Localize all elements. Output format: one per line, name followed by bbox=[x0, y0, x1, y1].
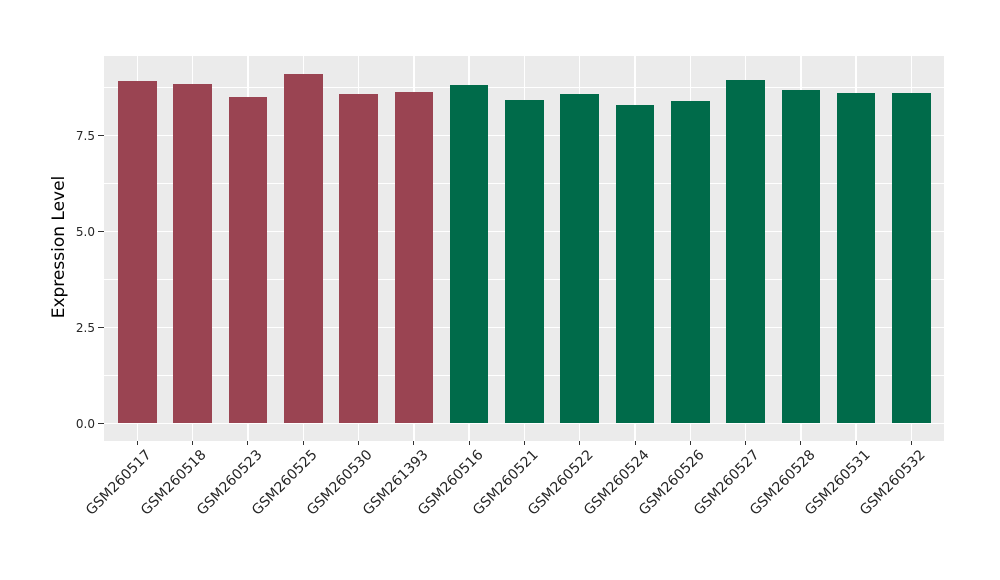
x-tick-mark bbox=[358, 441, 360, 445]
bar-GSM260524 bbox=[615, 105, 655, 424]
x-tick-mark bbox=[523, 441, 525, 445]
bar-GSM260521 bbox=[505, 99, 544, 424]
x-tick-mark bbox=[855, 441, 857, 445]
bar-GSM260527 bbox=[726, 79, 765, 424]
bar-GSM260528 bbox=[781, 90, 821, 424]
y-axis-title: Expression Level bbox=[49, 175, 69, 319]
x-tick-mark bbox=[745, 441, 747, 445]
bar-GSM260516 bbox=[449, 85, 489, 424]
y-tick-label: 5.0 bbox=[75, 224, 95, 239]
y-tick-label: 7.5 bbox=[75, 128, 95, 143]
y-tick-mark bbox=[98, 423, 104, 424]
bar-GSM260531 bbox=[836, 93, 876, 424]
x-tick-mark bbox=[468, 441, 470, 445]
x-tick-mark bbox=[579, 441, 581, 445]
bar-GSM260523 bbox=[228, 97, 268, 424]
x-tick-mark bbox=[413, 441, 415, 445]
bar-GSM260522 bbox=[560, 94, 599, 424]
y-tick-mark bbox=[98, 327, 104, 328]
y-tick-label: 0.0 bbox=[75, 416, 95, 431]
x-tick-mark bbox=[800, 441, 802, 445]
bar-GSM260518 bbox=[173, 83, 212, 424]
x-tick-mark bbox=[247, 441, 249, 445]
y-tick-mark bbox=[98, 135, 104, 136]
x-tick-mark bbox=[192, 441, 194, 445]
x-tick-mark bbox=[910, 441, 912, 445]
x-tick-mark bbox=[302, 441, 304, 445]
bar-GSM260525 bbox=[284, 74, 323, 424]
x-tick-mark bbox=[634, 441, 636, 445]
x-tick-mark bbox=[689, 441, 691, 445]
x-tick-mark bbox=[136, 441, 138, 445]
bar-GSM260526 bbox=[671, 100, 710, 424]
bar-GSM260532 bbox=[892, 93, 931, 424]
bar-GSM261393 bbox=[394, 92, 434, 424]
y-tick-label: 2.5 bbox=[75, 320, 95, 335]
bar-GSM260530 bbox=[339, 94, 378, 424]
plot-area bbox=[104, 56, 944, 441]
y-tick-mark bbox=[98, 231, 104, 232]
bar-GSM260517 bbox=[118, 80, 157, 424]
